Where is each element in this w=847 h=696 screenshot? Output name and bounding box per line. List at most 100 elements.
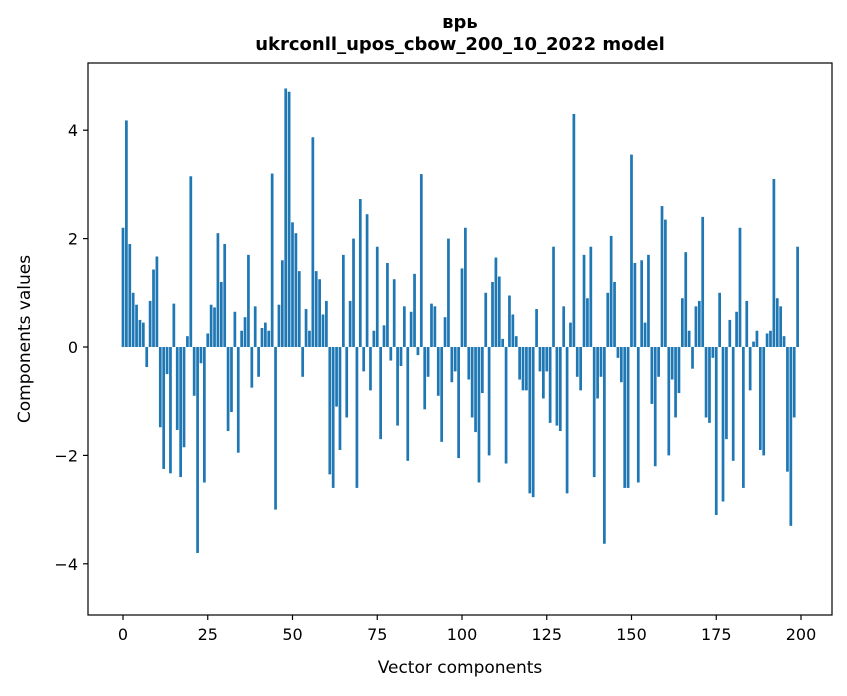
bar bbox=[284, 88, 288, 347]
bar bbox=[494, 257, 498, 347]
bar bbox=[677, 347, 681, 394]
bar bbox=[267, 330, 271, 347]
bar bbox=[474, 347, 477, 433]
x-tick-label: 75 bbox=[367, 625, 387, 644]
bar bbox=[175, 347, 179, 430]
bar bbox=[335, 347, 338, 407]
bar bbox=[477, 347, 481, 483]
bar bbox=[274, 347, 277, 510]
bar bbox=[365, 214, 369, 347]
bar bbox=[352, 238, 355, 347]
bar bbox=[158, 347, 162, 428]
bar bbox=[141, 322, 145, 347]
bar bbox=[575, 347, 579, 377]
bar bbox=[375, 246, 379, 347]
bar bbox=[226, 347, 230, 432]
bar bbox=[728, 319, 732, 347]
bar bbox=[287, 91, 291, 347]
bar bbox=[772, 178, 776, 347]
bar bbox=[501, 338, 505, 347]
bar bbox=[735, 311, 738, 347]
bar bbox=[247, 254, 250, 347]
bar bbox=[589, 246, 593, 347]
bar bbox=[182, 347, 186, 448]
bar bbox=[172, 303, 176, 347]
bar bbox=[633, 262, 637, 347]
bar bbox=[369, 347, 372, 391]
bar bbox=[758, 347, 762, 450]
bar bbox=[311, 137, 315, 347]
bar bbox=[664, 219, 667, 347]
bar bbox=[396, 347, 399, 426]
bar bbox=[406, 347, 410, 461]
x-tick-label: 0 bbox=[118, 625, 128, 644]
bar bbox=[240, 330, 244, 347]
bar bbox=[355, 347, 359, 488]
bar bbox=[694, 306, 698, 347]
bar bbox=[535, 309, 538, 347]
bar bbox=[260, 328, 264, 347]
bar bbox=[762, 347, 766, 456]
bar bbox=[301, 347, 305, 377]
bar bbox=[572, 113, 576, 347]
bar bbox=[131, 292, 135, 347]
bar bbox=[135, 304, 138, 347]
bar bbox=[460, 268, 464, 347]
bar bbox=[155, 256, 159, 347]
bar bbox=[348, 300, 352, 347]
bar bbox=[599, 347, 603, 377]
bar bbox=[297, 271, 301, 347]
bar bbox=[609, 235, 613, 347]
bar bbox=[569, 322, 572, 347]
bar bbox=[125, 120, 128, 347]
bar bbox=[779, 306, 783, 347]
bar bbox=[630, 154, 633, 347]
bar bbox=[152, 269, 155, 347]
chart-title-model: ukrconll_upos_cbow_200_10_2022 model bbox=[255, 34, 665, 55]
bar bbox=[399, 347, 403, 366]
bar bbox=[755, 330, 759, 347]
bar bbox=[264, 322, 267, 347]
bar bbox=[650, 347, 654, 404]
bar bbox=[480, 347, 484, 394]
bar bbox=[684, 252, 688, 347]
bar bbox=[558, 347, 562, 432]
bar bbox=[447, 238, 450, 347]
bar bbox=[667, 347, 671, 456]
bar bbox=[464, 227, 467, 347]
bar bbox=[579, 347, 583, 391]
axes-frame bbox=[87, 62, 833, 616]
bar bbox=[562, 306, 566, 347]
y-tick-label: 0 bbox=[68, 338, 78, 357]
bar bbox=[236, 347, 240, 453]
bar bbox=[487, 347, 491, 456]
bar bbox=[697, 300, 701, 347]
bar bbox=[321, 314, 325, 347]
bar bbox=[725, 347, 728, 440]
bar bbox=[660, 206, 664, 347]
bar bbox=[640, 260, 644, 347]
bar bbox=[708, 347, 711, 423]
bar bbox=[653, 347, 657, 467]
bar bbox=[680, 298, 684, 347]
bar bbox=[721, 347, 725, 502]
bar bbox=[592, 347, 596, 478]
bar bbox=[206, 333, 210, 347]
x-tick-label: 100 bbox=[447, 625, 478, 644]
bar bbox=[443, 317, 447, 347]
bar bbox=[769, 330, 772, 347]
bar bbox=[331, 347, 335, 488]
bar bbox=[338, 347, 342, 450]
bar bbox=[552, 246, 555, 347]
bar bbox=[467, 347, 471, 380]
bar bbox=[318, 279, 321, 347]
bar bbox=[409, 311, 413, 347]
bar bbox=[426, 347, 430, 377]
bar bbox=[196, 347, 199, 553]
x-tick-label: 50 bbox=[282, 625, 302, 644]
bar bbox=[738, 227, 742, 347]
bar bbox=[731, 347, 735, 461]
chart-title-word: врь bbox=[442, 12, 478, 33]
bar bbox=[582, 254, 586, 347]
